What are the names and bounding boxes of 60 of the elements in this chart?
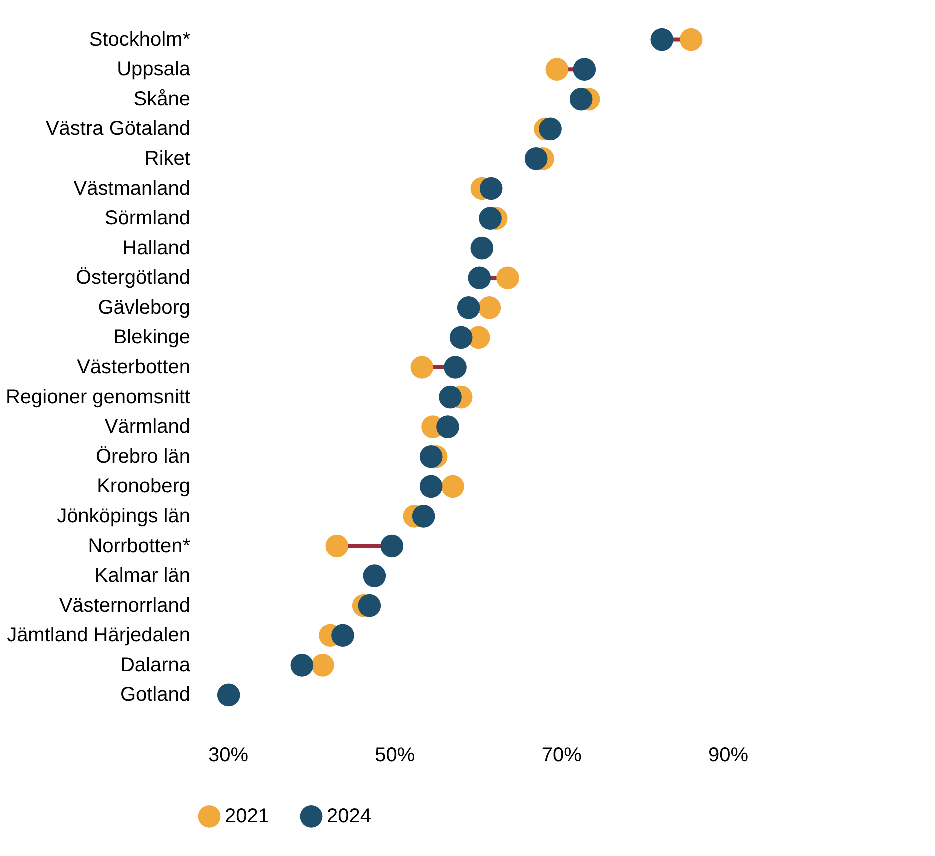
point: [573, 58, 596, 81]
y-tick-label: Norrbotten*: [88, 535, 191, 558]
y-tick-label: Jämtland Härjedalen: [7, 624, 190, 647]
x-tick-label: 30%: [208, 744, 249, 766]
y-tick-label: Blekinge: [114, 326, 190, 349]
x-tick-label: 50%: [375, 744, 416, 766]
point: [420, 475, 443, 498]
point: [680, 28, 703, 52]
point: [570, 88, 593, 111]
y-tick-label: Stockholm*: [89, 28, 191, 51]
y-tick-label: Gävleborg: [98, 296, 190, 319]
y-tick-label: Västernorrland: [59, 594, 190, 617]
y-tick-label: Värmland: [104, 416, 190, 438]
legend-label: 2021: [225, 806, 270, 828]
point: [420, 445, 443, 468]
y-tick-label: Halland: [122, 237, 190, 260]
y-tick-label: Kalmar län: [94, 565, 190, 588]
point: [470, 236, 494, 260]
point: [332, 624, 354, 648]
y-tick-label: Västmanland: [74, 178, 190, 200]
point: [444, 356, 467, 379]
y-tick-label: Dalarna: [120, 654, 192, 676]
x-tick-label: 70%: [542, 744, 582, 766]
point: [363, 564, 386, 588]
point: [480, 177, 503, 200]
y-tick-label: Skåne: [134, 88, 190, 110]
point: [410, 356, 434, 379]
legend-label: 2024: [327, 806, 372, 828]
point: [450, 326, 473, 350]
point: [436, 416, 460, 438]
point: [442, 475, 464, 498]
point: [380, 534, 404, 558]
point: [479, 207, 502, 230]
y-tick-label: Riket: [144, 148, 191, 170]
x-tick-label: 90%: [708, 744, 749, 766]
point: [546, 58, 569, 81]
point: [312, 654, 334, 677]
y-tick-label: Regioner genomsnitt: [6, 386, 191, 408]
point: [468, 266, 492, 290]
point: [496, 266, 520, 290]
y-tick-label: Kronoberg: [97, 476, 190, 498]
y-tick-label: Gotland: [120, 684, 190, 706]
point: [524, 148, 548, 170]
point: [650, 28, 674, 52]
point: [439, 386, 462, 409]
y-tick-label: Sörmland: [104, 208, 190, 230]
y-tick-label: Örebro län: [96, 446, 190, 468]
point: [217, 684, 240, 707]
y-tick-label: Uppsala: [117, 58, 192, 81]
y-tick-label: Västerbotten: [77, 356, 190, 378]
point: [412, 505, 436, 528]
y-tick-label: Västra Götaland: [46, 118, 190, 140]
y-tick-label: Östergötland: [76, 267, 190, 290]
point: [478, 296, 502, 320]
point: [539, 118, 562, 141]
point: [358, 594, 382, 618]
point: [457, 296, 480, 320]
point: [326, 534, 349, 558]
y-tick-label: Jönköpings län: [57, 505, 190, 528]
point: [290, 654, 314, 677]
